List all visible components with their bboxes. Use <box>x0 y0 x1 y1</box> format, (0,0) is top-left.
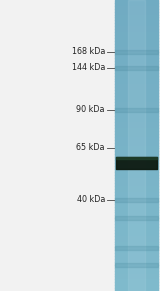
Text: 168 kDa: 168 kDa <box>72 47 105 56</box>
Text: 90 kDa: 90 kDa <box>76 106 105 114</box>
Text: 144 kDa: 144 kDa <box>72 63 105 72</box>
Text: 65 kDa: 65 kDa <box>76 143 105 152</box>
Text: 40 kDa: 40 kDa <box>77 196 105 205</box>
